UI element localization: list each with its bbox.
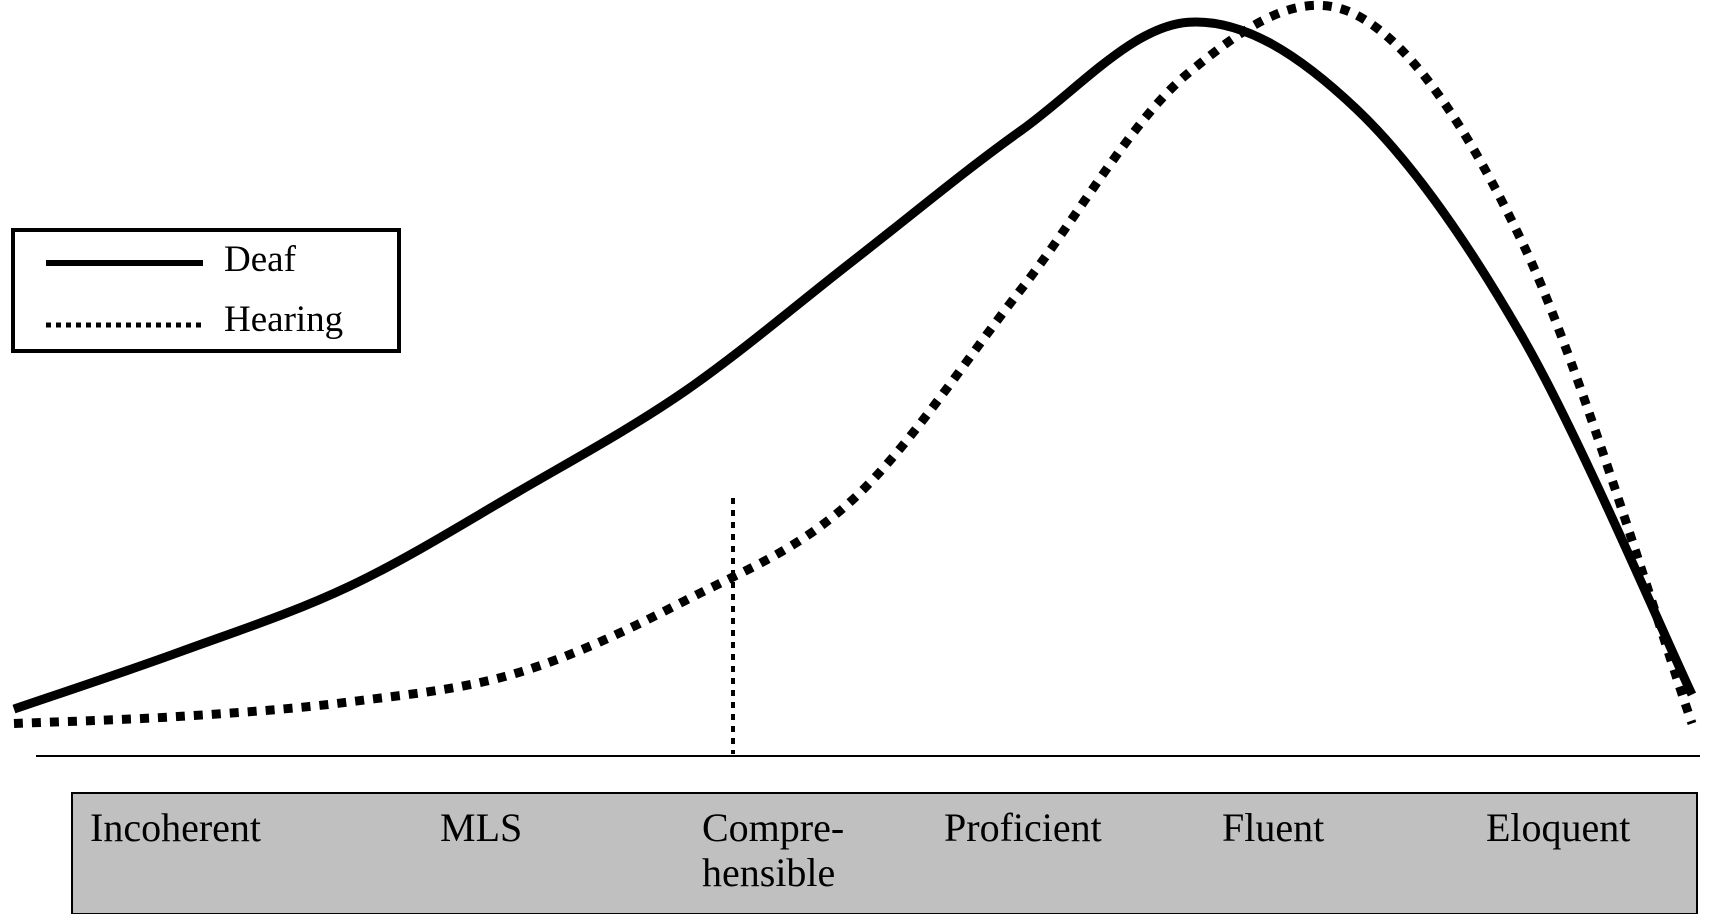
category-label: Proficient (944, 805, 1102, 850)
series-line-deaf (12, 17, 1697, 714)
series-line-hearing (13, 1, 1697, 728)
category-label: Fluent (1222, 805, 1324, 850)
legend: Deaf Hearing (11, 228, 401, 353)
curves-layer (12, 1, 1697, 728)
category-label: Compre- (702, 805, 844, 850)
category-label: hensible (702, 850, 835, 895)
category-labels: Incoherent MLS Compre-hensible Proficient Fl… (90, 805, 1630, 895)
category-band (71, 792, 1698, 914)
legend-label-deaf: Deaf (224, 239, 297, 280)
category-label: MLS (440, 805, 522, 850)
legend-box (11, 228, 401, 353)
legend-label-hearing: Hearing (224, 299, 343, 340)
category-label: Incoherent (90, 805, 261, 850)
category-label: Eloquent (1486, 805, 1630, 850)
